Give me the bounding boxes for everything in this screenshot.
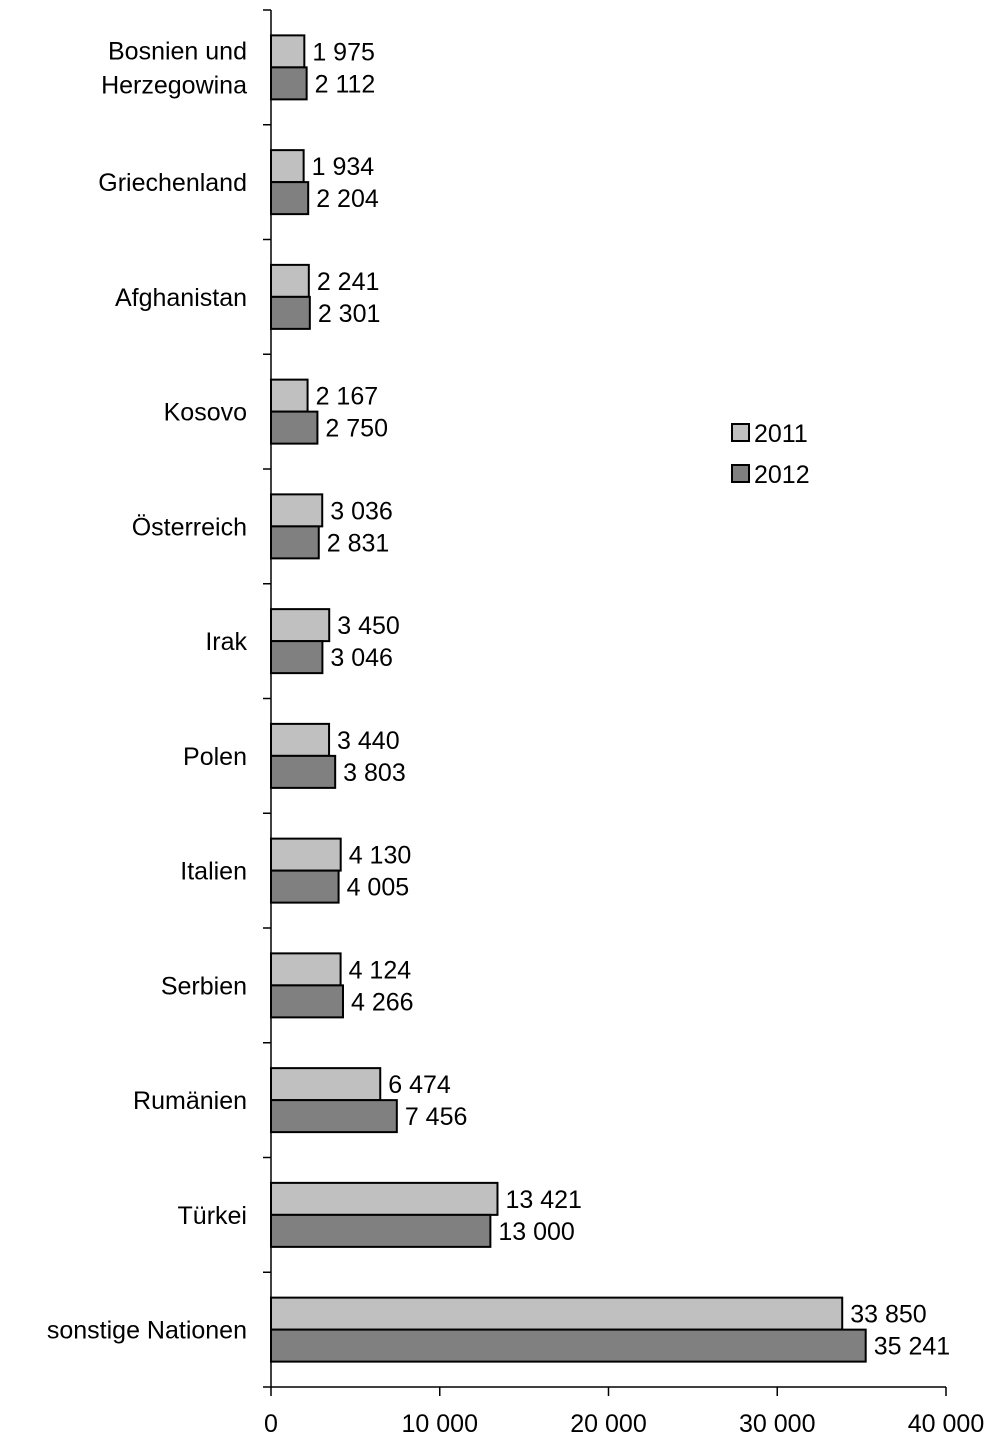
value-label-2012-5: 3 046	[330, 644, 393, 672]
value-label-2011-5: 3 450	[337, 612, 400, 640]
category-label-2: Afghanistan	[115, 284, 247, 312]
bar-2011-10	[270, 1181, 499, 1216]
value-label-2011-9: 6 474	[388, 1071, 451, 1099]
x-tick-label-3: 30 000	[739, 1410, 815, 1438]
x-tick-label-0: 0	[264, 1410, 278, 1438]
bar-2012-7	[270, 869, 340, 904]
value-label-2011-0: 1 975	[312, 38, 375, 66]
legend-swatch-2011	[731, 423, 750, 442]
x-tick-label-2: 20 000	[570, 1410, 646, 1438]
x-tick-label-4: 40 000	[908, 1410, 984, 1438]
category-label-9: Rumänien	[133, 1087, 247, 1115]
bar-2011-11	[270, 1296, 844, 1331]
bar-2012-4	[270, 525, 320, 560]
category-labels-group: Bosnien und Herzegowina Griechenland Afghan…	[47, 37, 248, 1344]
bar-2012-9	[270, 1099, 398, 1134]
value-label-2011-4: 3 036	[330, 497, 393, 525]
category-label-6: Polen	[183, 743, 247, 771]
value-label-2012-6: 3 803	[343, 759, 406, 787]
value-label-2011-2: 2 241	[317, 268, 380, 296]
bar-2012-5	[270, 640, 324, 675]
category-label-8: Serbien	[161, 972, 247, 1000]
bar-2012-6	[270, 754, 337, 789]
bar-2011-0	[270, 34, 306, 69]
category-label-5: Irak	[205, 628, 247, 656]
value-label-2011-8: 4 124	[349, 956, 412, 984]
bar-2011-7	[270, 837, 342, 872]
bar-2011-9	[270, 1067, 382, 1102]
value-label-2012-10: 13 000	[498, 1218, 574, 1246]
value-label-2011-6: 3 440	[337, 727, 400, 755]
value-label-2012-11: 35 241	[874, 1333, 950, 1361]
value-label-2011-7: 4 130	[349, 842, 412, 870]
value-label-2012-8: 4 266	[351, 988, 414, 1016]
category-label-0-line-0: Bosnien und	[108, 37, 247, 65]
value-label-2012-7: 4 005	[347, 874, 410, 902]
value-label-2012-4: 2 831	[327, 529, 390, 557]
bar-2012-10	[270, 1213, 492, 1248]
bar-2011-6	[270, 722, 331, 757]
axes-group: 0 10 000 20 000 30 000 40 000	[263, 9, 984, 1438]
value-label-2011-1: 1 934	[312, 153, 375, 181]
category-label-11: sonstige Nationen	[47, 1317, 247, 1345]
value-label-2012-3: 2 750	[325, 415, 388, 443]
bars-group	[270, 34, 867, 1363]
value-label-2011-3: 2 167	[316, 383, 379, 411]
bar-2011-5	[270, 608, 331, 643]
value-label-2011-10: 13 421	[505, 1186, 581, 1214]
category-label-1: Griechenland	[98, 169, 247, 197]
bar-2011-4	[270, 493, 324, 528]
bar-2011-3	[270, 378, 309, 413]
category-label-10: Türkei	[178, 1202, 247, 1230]
value-label-2011-11: 33 850	[850, 1301, 926, 1329]
bar-2012-1	[270, 181, 310, 216]
category-label-0-line-1: Herzegowina	[101, 71, 247, 99]
bar-2011-1	[270, 149, 305, 184]
x-tick-label-1: 10 000	[402, 1410, 478, 1438]
bar-2012-3	[270, 410, 319, 445]
value-label-2012-2: 2 301	[318, 300, 381, 328]
category-label-3: Kosovo	[164, 399, 247, 427]
value-label-2012-0: 2 112	[315, 70, 376, 98]
value-label-2012-1: 2 204	[316, 185, 379, 213]
legend-swatch-2012	[731, 464, 750, 483]
legend-label-2011: 2011	[754, 420, 808, 448]
category-label-4: Österreich	[132, 513, 247, 541]
bar-2011-8	[270, 952, 342, 987]
bar-2012-11	[270, 1328, 867, 1363]
legend: 2011 2012	[731, 420, 810, 489]
value-labels-group: 1 975 2 112 1 934 2 204 2 241 2 301 2 167 2 750…	[312, 38, 951, 1360]
category-label-7: Italien	[180, 858, 247, 886]
value-label-2012-9: 7 456	[405, 1103, 468, 1131]
bar-2012-8	[270, 984, 344, 1019]
bar-2011-2	[270, 263, 310, 298]
bar-2012-2	[270, 295, 311, 330]
bar-2012-0	[270, 66, 308, 101]
legend-label-2012: 2012	[754, 461, 810, 489]
